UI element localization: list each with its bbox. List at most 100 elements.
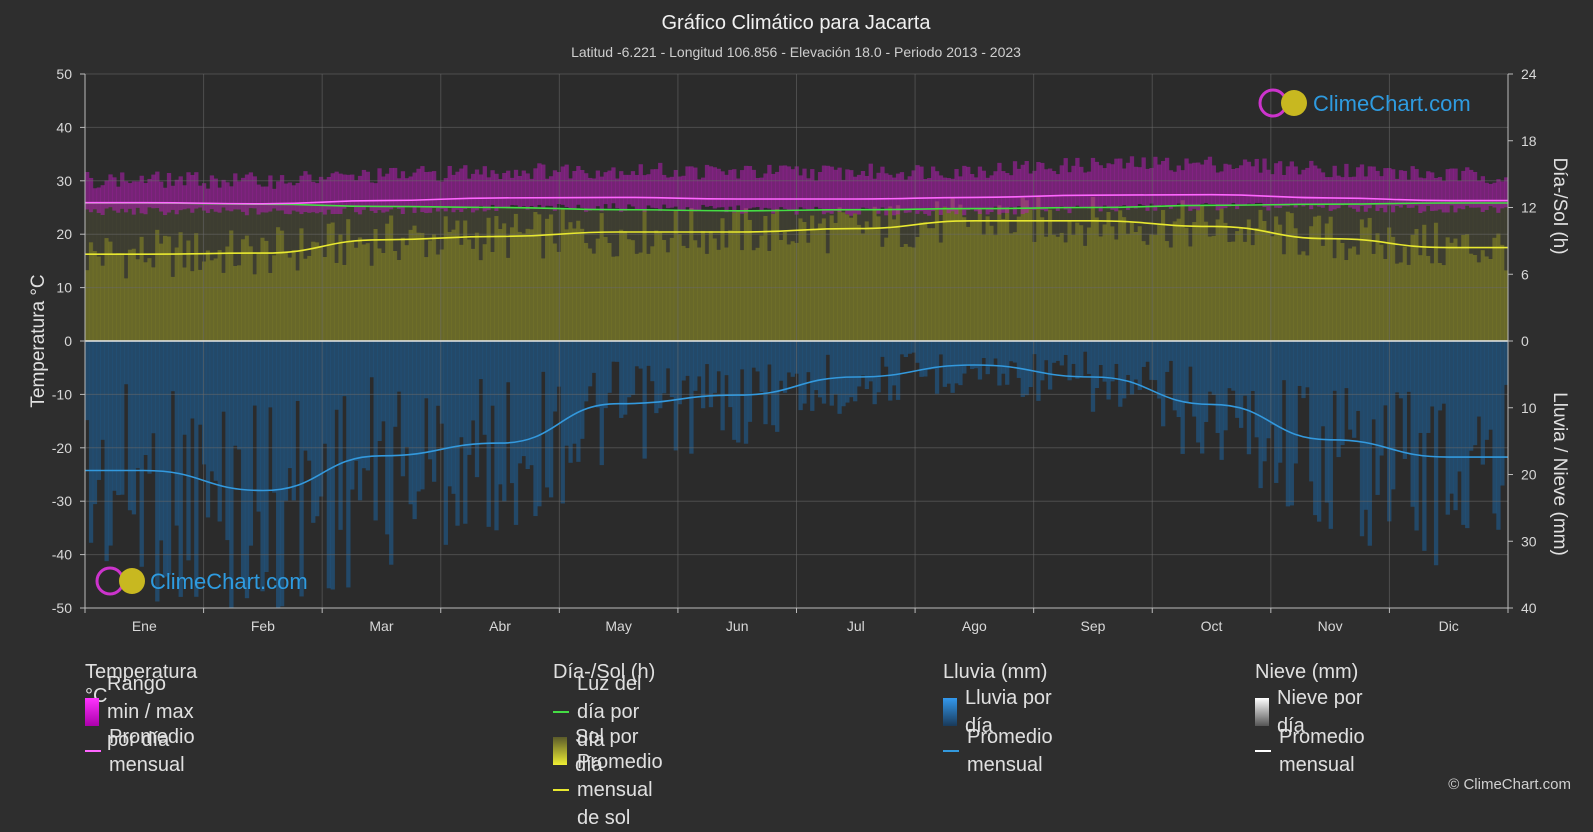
rain-day-bar	[1025, 341, 1029, 395]
temp-range-bar	[1177, 165, 1181, 203]
rain-day-bar	[518, 341, 522, 463]
daylight-day-bar	[1095, 207, 1099, 217]
daylight-day-bar	[1165, 206, 1169, 241]
month-label: Sep	[1080, 618, 1105, 634]
temp-range-bar	[837, 168, 841, 212]
temp-range-bar	[1106, 163, 1110, 208]
rain-day-bar	[1067, 341, 1071, 380]
daylight-day-bar	[1438, 203, 1442, 263]
temp-range-bar	[717, 169, 721, 208]
temp-range-bar	[1297, 174, 1301, 204]
daylight-day-bar	[1130, 207, 1134, 222]
daylight-day-bar	[370, 206, 374, 265]
rain-day-bar	[1130, 341, 1134, 395]
daylight-day-bar	[471, 207, 475, 249]
rain-day-bar	[1395, 341, 1399, 392]
sun-day-bar	[323, 257, 327, 341]
rain-day-bar	[919, 341, 923, 377]
temp-range-bar	[143, 183, 147, 214]
rain-day-bar	[666, 341, 670, 368]
sun-day-bar	[576, 221, 580, 341]
temp-range-bar	[1395, 179, 1399, 206]
daylight-day-bar	[502, 208, 506, 224]
sun-day-bar	[853, 213, 857, 341]
daylight-day-bar	[1340, 204, 1344, 243]
daylight-day-bar	[1411, 203, 1415, 234]
daylight-day-bar	[1103, 207, 1107, 224]
temp-range-bar	[1434, 178, 1438, 211]
daylight-day-bar	[1399, 204, 1403, 263]
sun-day-bar	[931, 228, 935, 341]
daylight-day-bar	[409, 207, 413, 230]
daylight-day-bar	[424, 207, 428, 257]
temp-range-bar	[1220, 171, 1224, 208]
temp-range-bar	[1438, 177, 1442, 209]
temp-range-bar	[1044, 169, 1048, 211]
daylight-day-bar	[1247, 205, 1251, 219]
rain-day-bar	[779, 341, 783, 381]
right-top-tick-label: 24	[1521, 66, 1537, 82]
rain-day-bar	[541, 341, 545, 372]
month-label: Ene	[132, 618, 157, 634]
sun-day-bar	[798, 218, 802, 341]
sun-day-bar	[1243, 242, 1247, 341]
rain-day-bar	[1212, 341, 1216, 395]
sun-day-bar	[444, 216, 448, 341]
sun-day-bar	[1017, 217, 1021, 341]
sun-day-bar	[101, 266, 105, 341]
temp-range-bar	[163, 188, 167, 215]
sun-day-bar	[315, 242, 319, 341]
temp-range-bar	[814, 181, 818, 207]
daylight-day-bar	[1212, 205, 1216, 235]
sun-day-bar	[171, 277, 175, 341]
temp-range-bar	[1348, 177, 1352, 207]
temp-range-bar	[607, 171, 611, 209]
temp-range-bar	[732, 169, 736, 212]
legend-group-temperature: Temperatura °C Rango min / max por día P…	[85, 660, 197, 776]
sun-day-bar	[537, 214, 541, 341]
daylight-day-bar	[346, 206, 350, 219]
rain-day-bar	[884, 341, 888, 367]
temp-range-bar	[455, 172, 459, 210]
temp-range-bar	[1446, 169, 1450, 212]
legend-item: Promedio mensual	[943, 737, 1053, 765]
sun-day-bar	[1305, 255, 1309, 341]
sun-day-bar	[229, 230, 233, 341]
temp-range-bar	[89, 178, 93, 212]
rain-day-bar	[225, 341, 229, 540]
temp-range-bar	[619, 171, 623, 212]
daylight-day-bar	[1395, 204, 1399, 264]
daylight-day-bar	[1083, 208, 1087, 246]
rain-day-bar	[966, 341, 970, 365]
sun-day-bar	[494, 216, 498, 341]
temp-range-bar	[1048, 169, 1052, 208]
daylight-day-bar	[869, 210, 873, 228]
temp-range-bar	[935, 171, 939, 208]
sun-day-bar	[639, 253, 643, 341]
sun-day-bar	[681, 246, 685, 341]
rain-day-bar	[1411, 341, 1415, 507]
legend-title: Nieve (mm)	[1255, 660, 1365, 684]
rain-day-bar	[1317, 341, 1321, 522]
rain-day-bar	[1028, 341, 1032, 387]
sun-day-bar	[506, 258, 510, 341]
daylight-day-bar	[814, 210, 818, 229]
rain-day-bar	[350, 341, 354, 490]
daylight-day-bar	[1099, 207, 1103, 236]
temp-range-bar	[1005, 173, 1009, 213]
rain-day-bar	[1364, 341, 1368, 510]
temp-range-bar	[432, 171, 436, 208]
rain-day-bar	[997, 341, 1001, 386]
temp-range-bar	[342, 175, 346, 209]
daylight-day-bar	[1430, 203, 1434, 263]
rain-day-bar	[1465, 341, 1469, 528]
rain-day-bar	[565, 341, 569, 446]
sun-day-bar	[1473, 255, 1477, 341]
temp-range-bar	[459, 169, 463, 212]
rain-day-bar	[327, 341, 331, 588]
sun-day-bar	[1173, 221, 1177, 341]
rain-day-bar	[1071, 341, 1075, 364]
temp-range-bar	[1188, 164, 1192, 211]
temp-range-bar	[763, 173, 767, 207]
temp-range-bar	[974, 177, 978, 211]
